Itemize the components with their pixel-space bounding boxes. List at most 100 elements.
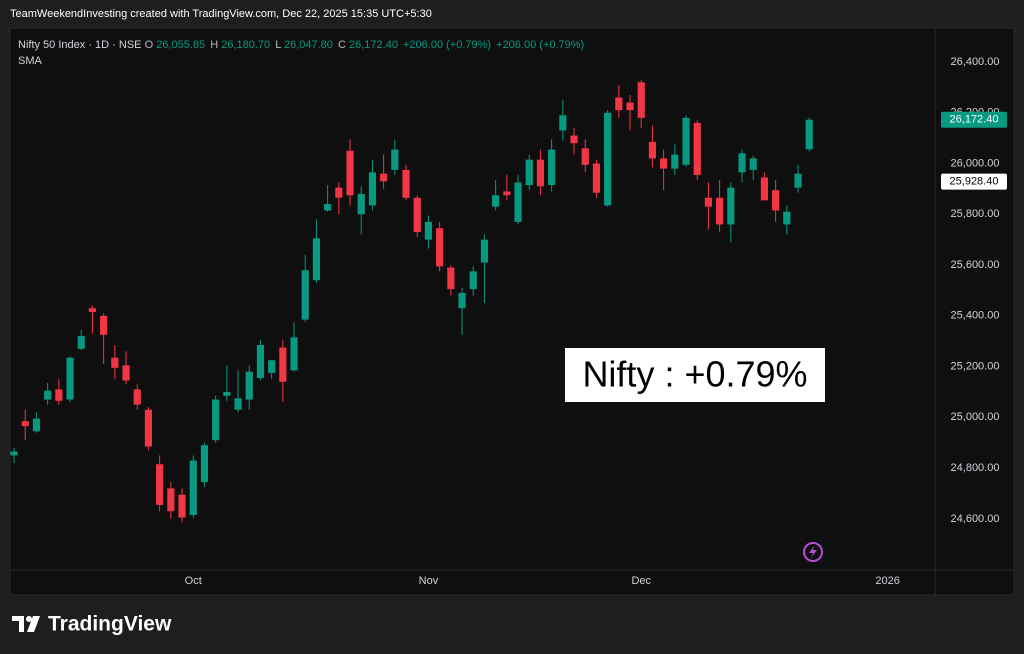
candle-body	[559, 115, 567, 131]
candle-body	[447, 267, 455, 290]
symbol: Nifty 50 Index · 1D · NSE	[18, 39, 142, 51]
y-tick-label: 25,400.00	[951, 310, 1000, 322]
x-tick-label: Dec	[631, 575, 651, 587]
ohlc-key: C	[337, 39, 346, 51]
candle-body	[469, 271, 477, 290]
candle-body	[156, 464, 164, 505]
candle-body	[223, 391, 231, 396]
caption: TeamWeekendInvesting created with Tradin…	[10, 8, 432, 20]
x-tick-label: Nov	[419, 575, 439, 587]
candle-body	[10, 451, 18, 456]
candle-body	[592, 163, 601, 193]
candle-body	[66, 357, 74, 400]
candle-body	[604, 112, 612, 206]
ohlc-key: O	[144, 39, 154, 51]
ohlc-key: L	[275, 39, 281, 51]
candle-body	[380, 173, 388, 182]
candle-body	[458, 292, 466, 309]
ohlc-value: 26,047.80	[283, 39, 333, 51]
y-tick-label: 25,000.00	[951, 411, 1000, 423]
y-tick-label: 25,200.00	[951, 360, 1000, 372]
candle-body	[391, 149, 399, 170]
candle-body	[536, 159, 545, 187]
candle-body	[335, 187, 343, 198]
candle-body	[245, 371, 253, 400]
x-tick-label: Oct	[185, 575, 202, 587]
brand-logo	[12, 616, 40, 632]
indicator-row: SMA	[18, 53, 586, 69]
annotation-box	[565, 348, 825, 402]
candle-body	[167, 488, 175, 512]
icon-ring	[803, 542, 823, 562]
candle-body	[402, 169, 410, 198]
y-tick-label: 24,800.00	[951, 462, 1000, 474]
candle-body	[324, 204, 332, 211]
plot	[10, 79, 813, 523]
candle-body	[234, 398, 242, 410]
change: +206.00 (+0.79%)	[496, 39, 585, 51]
y-tick-label: 26,400.00	[951, 56, 1000, 68]
y-tick-label: 25,800.00	[951, 208, 1000, 220]
candle-body	[133, 389, 141, 405]
candle-body	[212, 399, 220, 441]
candle-body	[492, 195, 500, 207]
chart-panel	[9, 27, 1015, 596]
candle-body	[32, 418, 41, 432]
candle-body	[111, 357, 119, 368]
candle-body	[716, 197, 724, 225]
annotation: Nifty : +0.79%	[582, 354, 807, 395]
candle-body	[749, 158, 757, 170]
candle-body	[346, 150, 354, 196]
candle-body	[503, 191, 511, 196]
candle-body	[671, 154, 679, 169]
candle-body	[626, 102, 634, 111]
candle-body	[77, 336, 85, 349]
candle-body	[436, 228, 444, 267]
candle-body	[368, 172, 377, 206]
ohlc-key: H	[210, 39, 219, 51]
candle-body	[178, 494, 186, 518]
candle-body	[525, 159, 533, 186]
candle-body	[189, 460, 197, 516]
candle-body	[88, 308, 97, 312]
candle-body	[357, 193, 365, 215]
y-tick-label: 26,000.00	[951, 157, 1000, 169]
candle-body	[290, 337, 298, 371]
candle-body	[648, 141, 657, 159]
sma-badge	[941, 173, 1007, 190]
y-tick-label: 24,600.00	[951, 513, 1000, 525]
candle-body	[55, 389, 63, 401]
candle-body	[122, 365, 130, 381]
candle-body	[682, 117, 690, 165]
candle-body	[738, 153, 746, 173]
candle-body	[514, 182, 522, 222]
candle-body	[200, 445, 209, 483]
brand: TradingView	[48, 613, 172, 636]
candle-body	[570, 135, 578, 144]
candle-body	[637, 82, 645, 118]
candle-body	[660, 158, 668, 169]
candle-body	[413, 197, 421, 233]
candle-body	[21, 421, 29, 427]
candle-body	[548, 149, 556, 186]
candle-body	[581, 148, 589, 165]
candle-body	[268, 360, 276, 373]
x-tick-label: 2026	[875, 575, 899, 587]
legend: Nifty 50 Index · 1D · NSE O 26,055.85 H …	[18, 37, 586, 69]
candle-body	[760, 177, 769, 201]
candle-body	[279, 347, 287, 382]
candle-body	[615, 97, 623, 111]
candle-body	[727, 187, 735, 225]
y-tick-label: 25,600.00	[951, 259, 1000, 271]
indicator-name: SMA	[18, 55, 42, 67]
candle-body	[794, 173, 802, 188]
ohlc-value: 26,172.40	[349, 39, 398, 51]
logo-dot	[26, 616, 32, 622]
logo-t	[12, 616, 24, 632]
candle-body	[805, 119, 813, 150]
sma-badge-label: 25,928.40	[950, 176, 999, 188]
candle-body	[301, 270, 309, 320]
candle-body	[783, 211, 791, 225]
